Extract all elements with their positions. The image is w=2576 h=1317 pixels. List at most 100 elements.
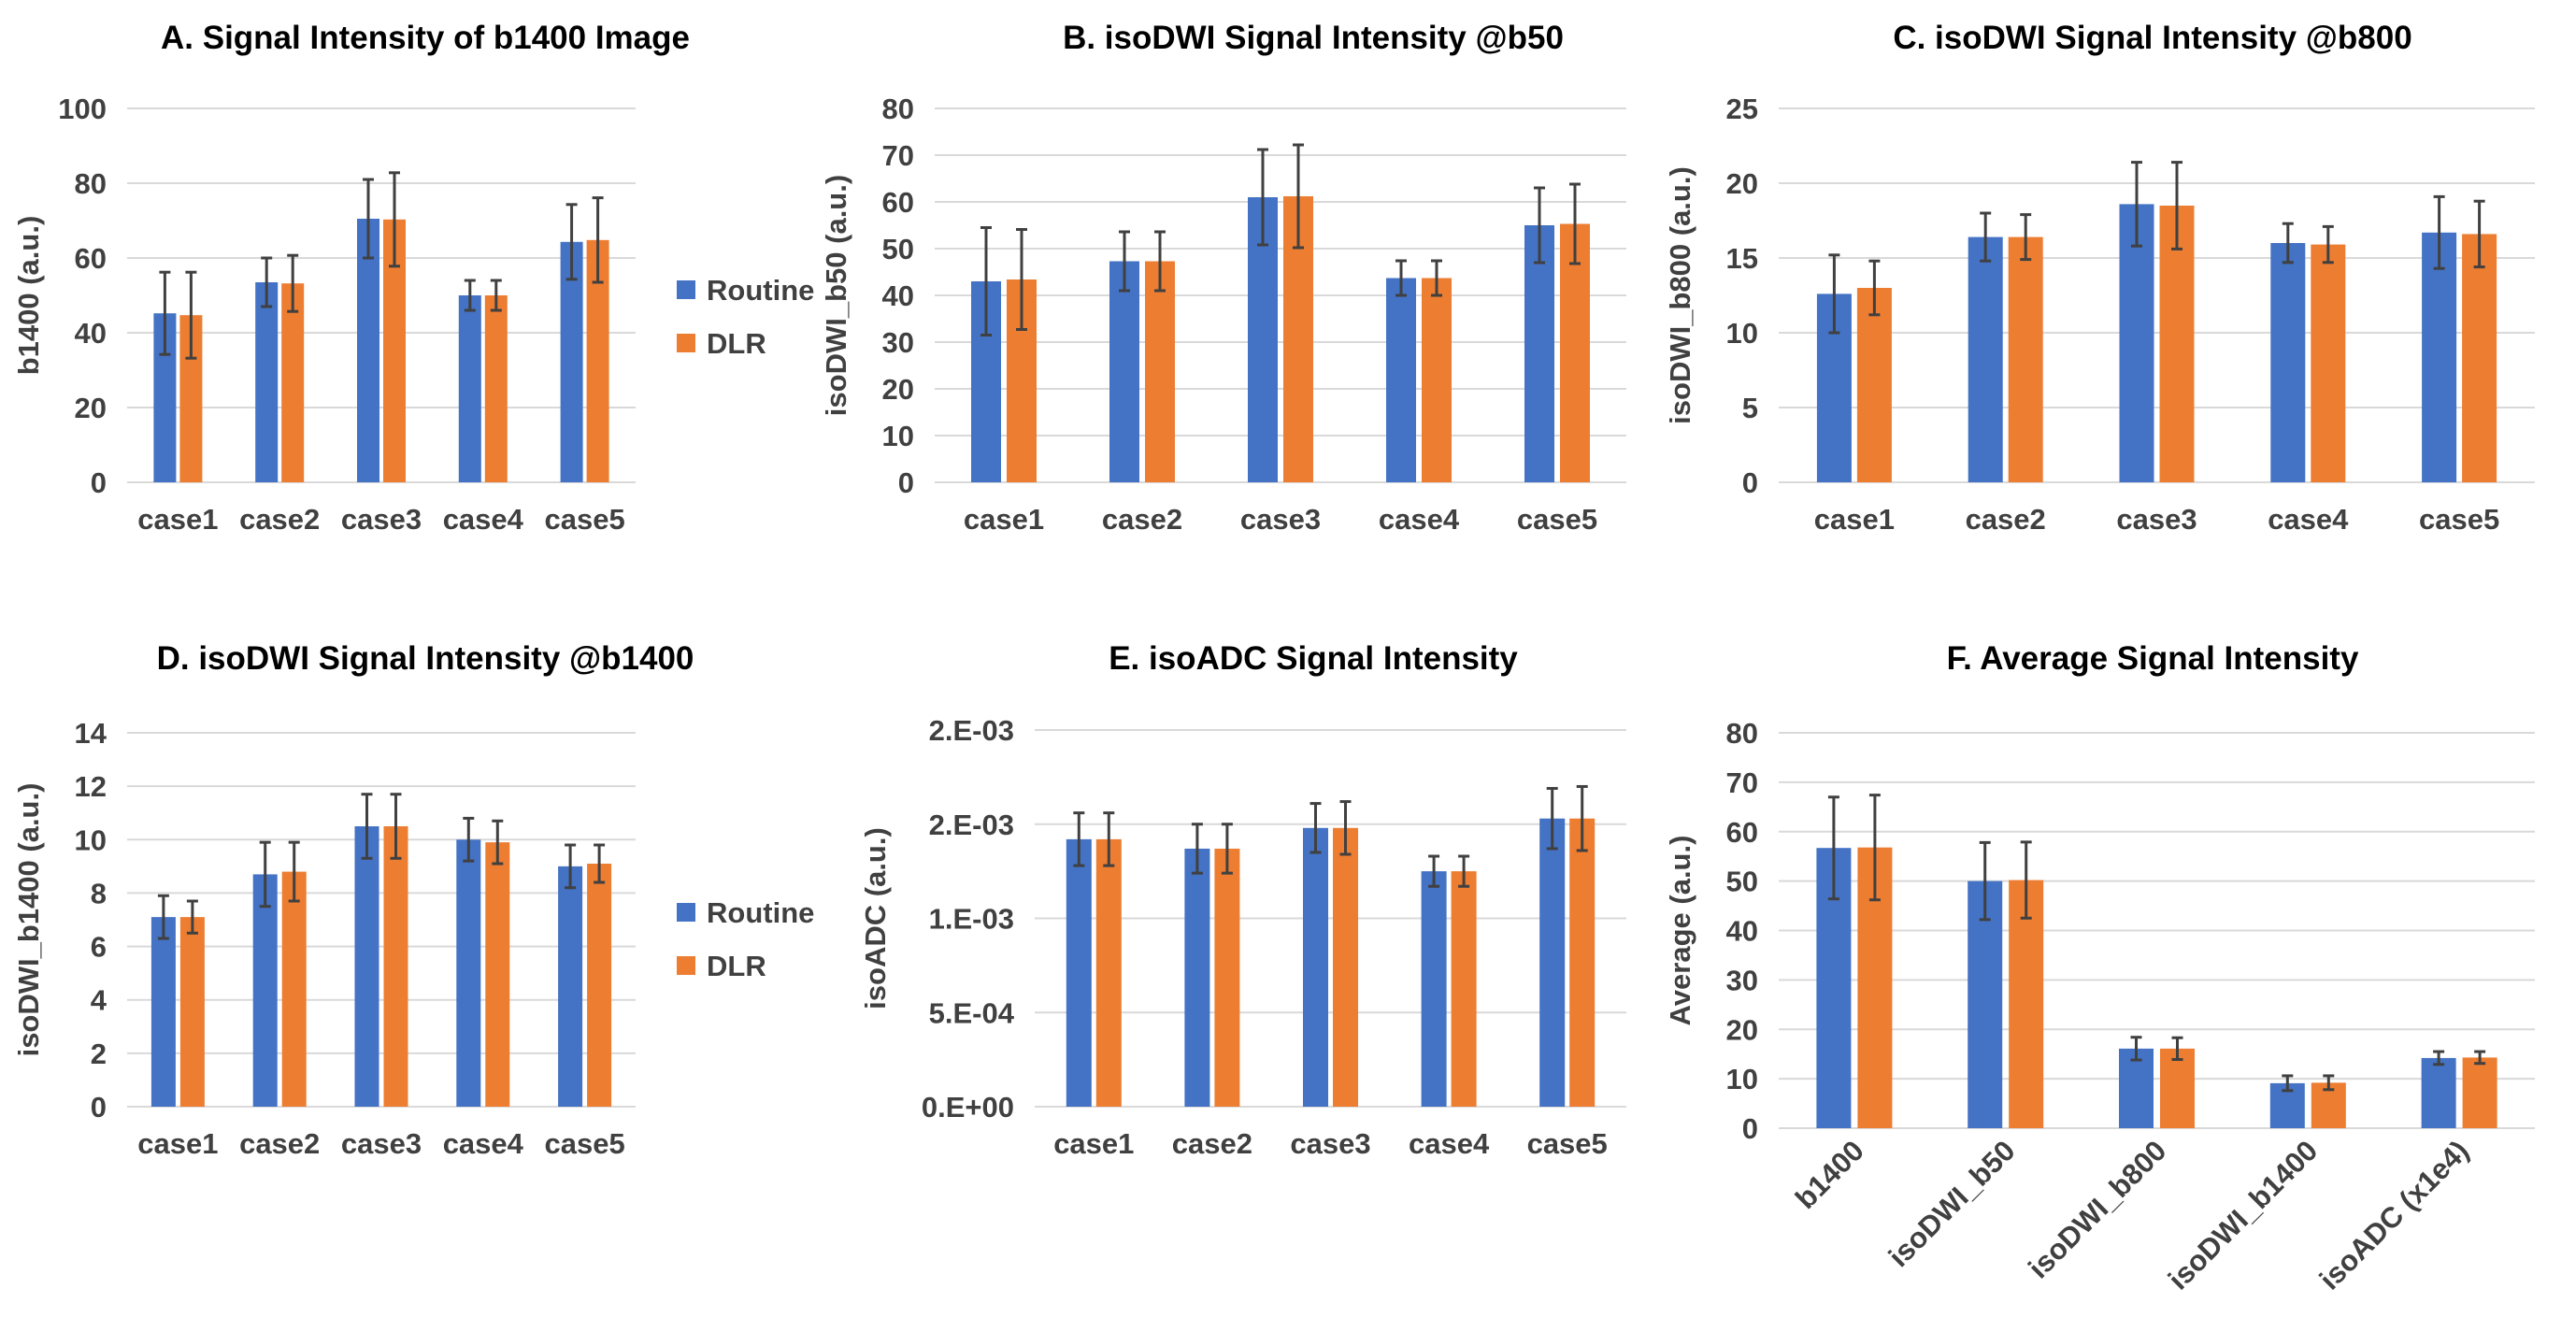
legend-swatch-routine [677, 903, 695, 922]
legend: Routine DLR [677, 896, 814, 982]
chart-f: F. Average Signal Intensity 0 10 20 30 40 50 60… [1664, 640, 2535, 1296]
bar-routine-case3 [357, 219, 379, 482]
bar-dlr-case5 [587, 864, 612, 1107]
x-tick-label: case3 [1240, 503, 1321, 536]
x-tick-label: case1 [1053, 1127, 1134, 1160]
bar-dlr-case2 [281, 871, 307, 1107]
y-tick-label: 2.E-03 [929, 714, 1014, 747]
y-tick-label: 100 [58, 93, 107, 125]
bar-routine-isodwi-b800 [2119, 1048, 2154, 1128]
y-tick-label: 5 [1742, 392, 1758, 424]
x-tick-label: isoDWI_b50 [1882, 1134, 2022, 1273]
y-axis-label: Average (a.u.) [1664, 836, 1696, 1026]
bar-routine-case5 [2422, 232, 2457, 483]
chart-title: A. Signal Intensity of b1400 Image [161, 20, 690, 56]
bar-dlr-case3 [383, 826, 408, 1107]
bar-dlr-isoadc-x1e4 [2462, 1057, 2497, 1128]
legend: Routine DLR [677, 274, 814, 360]
bar-routine-case5 [1539, 818, 1566, 1107]
y-axis-label: isoDWI_b50 (a.u.) [820, 175, 852, 416]
legend-label-routine: Routine [707, 274, 814, 307]
y-tick-label: 30 [882, 326, 914, 359]
legend-label-routine: Routine [707, 896, 814, 929]
bar-routine-case4 [458, 295, 481, 482]
y-tick-label: 14 [75, 717, 107, 750]
bar-dlr-isodwi-b800 [2160, 1048, 2195, 1128]
bar-routine-case4 [456, 839, 481, 1107]
legend-swatch-dlr [677, 334, 695, 352]
y-tick-label: 25 [1726, 93, 1758, 125]
x-tick-label: case5 [1517, 503, 1597, 536]
x-tick-label: case2 [239, 1127, 320, 1160]
y-tick-label: 20 [1726, 1013, 1758, 1046]
y-tick-label: 70 [1726, 766, 1758, 799]
bar-routine-case2 [1109, 261, 1139, 482]
bar-routine-case2 [1968, 236, 2003, 482]
bar-routine-case3 [354, 826, 379, 1107]
y-tick-label: 0 [1742, 466, 1758, 499]
bar-dlr-case2 [281, 283, 305, 482]
legend-label-dlr: DLR [707, 950, 766, 982]
y-axis-label: isoDWI_b1400 (a.u.) [12, 783, 45, 1057]
y-tick-label: 50 [882, 233, 914, 265]
bar-routine-case1 [1066, 838, 1092, 1107]
chart-title: D. isoDWI Signal Intensity @b1400 [157, 640, 694, 677]
y-tick-label: 1.E-03 [929, 903, 1014, 936]
bar-dlr-case2 [1214, 848, 1240, 1107]
x-tick-label: case3 [1290, 1127, 1370, 1160]
x-tick-label: case4 [443, 503, 524, 536]
y-tick-label: 5.E-04 [929, 996, 1015, 1029]
y-tick-label: 15 [1726, 242, 1758, 275]
bar-dlr-case1 [179, 917, 205, 1107]
bar-routine-case2 [1184, 848, 1210, 1107]
chart-title: B. isoDWI Signal Intensity @b50 [1063, 20, 1564, 56]
bar-dlr-case5 [1560, 223, 1590, 482]
bar-dlr-case3 [1333, 827, 1358, 1107]
bar-dlr-case1 [1095, 838, 1122, 1107]
y-tick-label: 80 [882, 93, 914, 125]
x-tick-label: case1 [137, 503, 218, 536]
y-tick-label: 50 [1726, 866, 1758, 898]
x-tick-label: case4 [443, 1127, 524, 1160]
x-tick-label: b1400 [1789, 1134, 1870, 1215]
y-tick-label: 60 [882, 186, 914, 219]
chart-a: A. Signal Intensity of b1400 Image 0 20 40 6… [12, 20, 814, 536]
y-axis-label: isoDWI_b800 (a.u.) [1664, 166, 1696, 424]
y-tick-label: 10 [1726, 1063, 1758, 1095]
chart-title: C. isoDWI Signal Intensity @b800 [1893, 20, 2411, 56]
y-tick-label: 80 [75, 167, 107, 200]
y-tick-label: 20 [1726, 167, 1758, 200]
y-tick-label: 20 [75, 392, 107, 424]
bar-dlr-case1 [1856, 288, 1892, 482]
chart-e: E. isoADC Signal Intensity 0.E+00 5.E-04 1.… [859, 640, 1626, 1160]
y-tick-label: 4 [91, 984, 107, 1017]
x-tick-label: case2 [1102, 503, 1182, 536]
y-tick-label: 10 [882, 420, 914, 452]
x-tick-label: case1 [964, 503, 1044, 536]
bar-dlr-case4 [484, 295, 508, 482]
bar-routine-case4 [1421, 871, 1447, 1107]
x-tick-label: case4 [1409, 1127, 1490, 1160]
chart-title: F. Average Signal Intensity [1947, 640, 2359, 677]
y-tick-label: 40 [1726, 915, 1758, 948]
y-tick-label: 70 [882, 139, 914, 172]
bar-routine-case2 [252, 874, 278, 1107]
x-tick-label: case3 [341, 1127, 422, 1160]
bar-dlr-case4 [1422, 278, 1452, 482]
bar-routine-case5 [558, 866, 583, 1107]
y-axis-label: isoADC (a.u.) [859, 827, 892, 1009]
y-tick-label: 0 [1742, 1112, 1758, 1145]
chart-title: E. isoADC Signal Intensity [1109, 640, 1518, 677]
bar-dlr-case5 [1569, 818, 1596, 1107]
bar-dlr-case5 [2462, 234, 2497, 482]
x-tick-label: case5 [1527, 1127, 1608, 1160]
y-tick-label: 0 [91, 1091, 107, 1124]
y-tick-label: 6 [91, 931, 107, 964]
x-tick-label: case1 [137, 1127, 218, 1160]
chart-c: C. isoDWI Signal Intensity @b800 0 5 10 15 20… [1664, 20, 2535, 536]
bar-routine-isodwi-b50 [1968, 880, 2003, 1128]
x-tick-label: case2 [1966, 503, 2046, 536]
bar-dlr-case3 [2159, 206, 2195, 482]
bar-routine-case2 [255, 282, 279, 482]
y-tick-label: 60 [1726, 816, 1758, 849]
